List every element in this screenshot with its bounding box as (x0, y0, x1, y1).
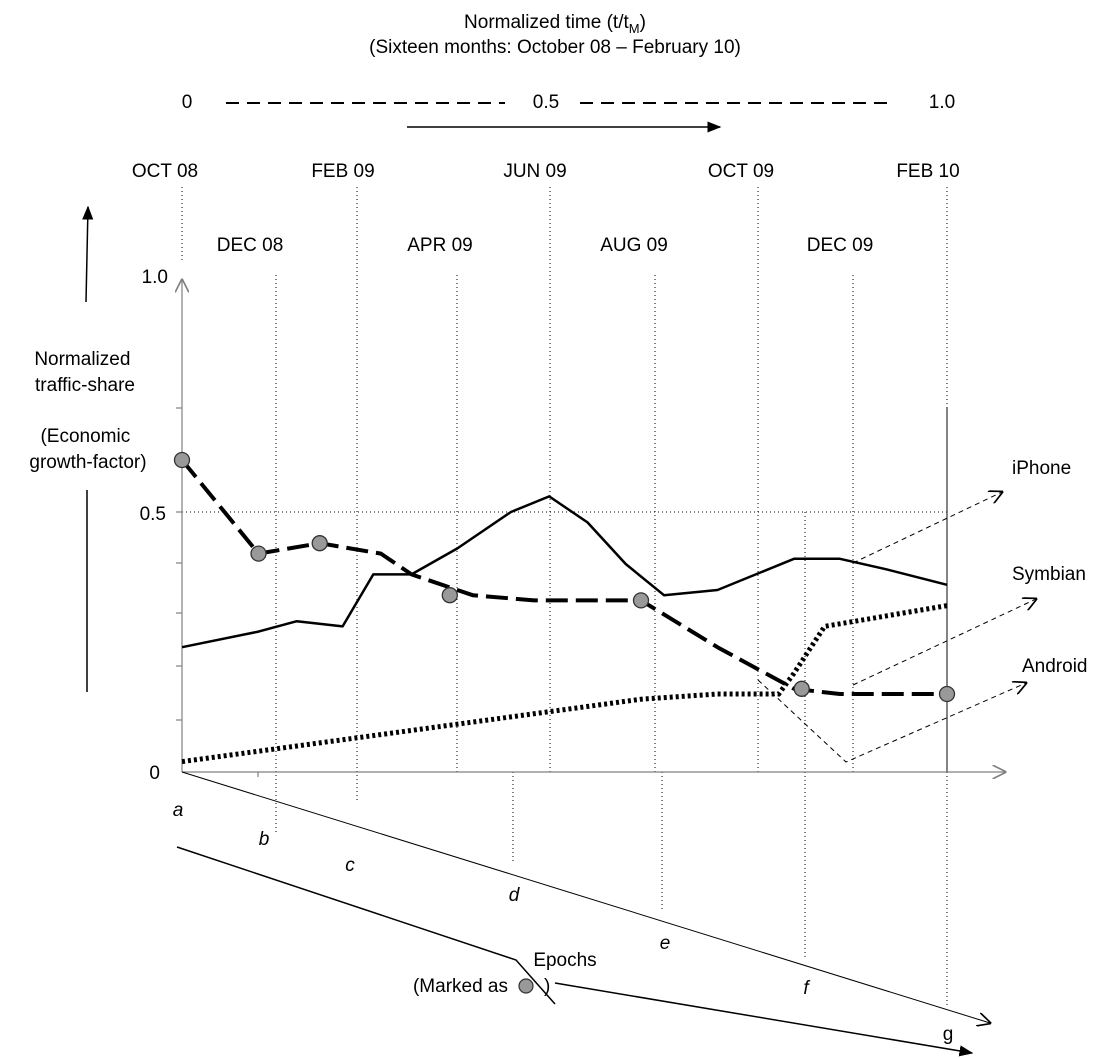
epoch-label-d: d (509, 885, 521, 906)
epoch-label-g: g (943, 1024, 954, 1045)
x-axis-subtitle-post: ) (544, 976, 550, 997)
x-axis-title: Epochs (533, 950, 596, 971)
epoch-label-f: f (803, 978, 810, 999)
month-gridlines (181, 187, 948, 1005)
epoch-label-a: a (173, 800, 184, 821)
leader-iphone (852, 492, 1002, 564)
series-line-android (181, 603, 948, 765)
top-axis-title-var: t/t (613, 12, 630, 33)
epoch-marker-a (173, 451, 191, 469)
epoch-axis (181, 771, 990, 1023)
leader-symbian (852, 599, 1036, 686)
month-label-dec-09: DEC 09 (807, 235, 874, 256)
epoch-label-b: b (259, 829, 270, 850)
x-axis-subtitle-pre: (Marked as (413, 976, 508, 997)
month-label-oct-09: OCT 09 (708, 161, 774, 182)
top-tick-1.0: 1.0 (929, 92, 955, 113)
epoch-label-c: c (345, 855, 355, 876)
month-label-jun-09: JUN 09 (503, 161, 566, 182)
epoch-label-e: e (660, 933, 671, 954)
y-axis-label-line-1: Normalized (34, 349, 130, 370)
epoch-marker-e (632, 592, 650, 609)
epoch-marker-legend (518, 978, 534, 994)
y-axis-label-2-line-2: growth-factor) (29, 452, 146, 473)
forecast-leaders (757, 492, 1036, 763)
series-label-iphone: iPhone (1012, 458, 1071, 479)
month-label-feb-10: FEB 10 (896, 161, 959, 182)
leader-android (757, 679, 1026, 763)
epoch-marker-d (441, 587, 458, 604)
top-axis-subtitle: (Sixteen months: October 08 – February 1… (369, 37, 741, 58)
y-axis-label-line-2: traffic-share (35, 375, 135, 396)
epoch-marker-f (793, 680, 810, 697)
series-label-symbian: Symbian (1012, 564, 1086, 585)
epoch-markers (173, 451, 956, 703)
epoch-marker-g (938, 685, 956, 703)
top-tick-0: 0 (182, 92, 193, 113)
y-tick-0.5: 0.5 (140, 504, 166, 525)
epochs-long-arrow (176, 846, 556, 1005)
y-axis-label: Normalized traffic-share (34, 349, 135, 396)
month-label-oct-08: OCT 08 (132, 161, 198, 182)
month-label-feb-09: FEB 09 (311, 161, 374, 182)
epoch-marker-b (250, 545, 267, 562)
series-label-android: Android (1022, 656, 1088, 677)
top-axis-title: Normalized time (t/tM) (464, 12, 646, 36)
month-label-aug-09: AUG 09 (600, 235, 668, 256)
series-line-iphone (180, 458, 947, 696)
y-tick-1.0: 1.0 (142, 267, 168, 288)
top-axis-title-sub: M (629, 21, 640, 36)
top-axis-title-text: Normalized time ( (464, 12, 614, 33)
y-axis-label-2-line-1: (Economic (40, 426, 130, 447)
y-axis-label-2: (Economic growth-factor) (29, 426, 146, 473)
epochs-long-arrow-tail (554, 982, 974, 1057)
y-up-arrow (82, 205, 94, 303)
y-tick-0: 0 (149, 763, 160, 784)
top-tick-0.5: 0.5 (533, 92, 559, 113)
month-label-dec-08: DEC 08 (217, 235, 284, 256)
epoch-marker-c (311, 535, 328, 552)
month-label-apr-09: APR 09 (407, 235, 472, 256)
top-axis-title-close: ) (640, 12, 646, 33)
series-line-symbian (181, 495, 948, 649)
